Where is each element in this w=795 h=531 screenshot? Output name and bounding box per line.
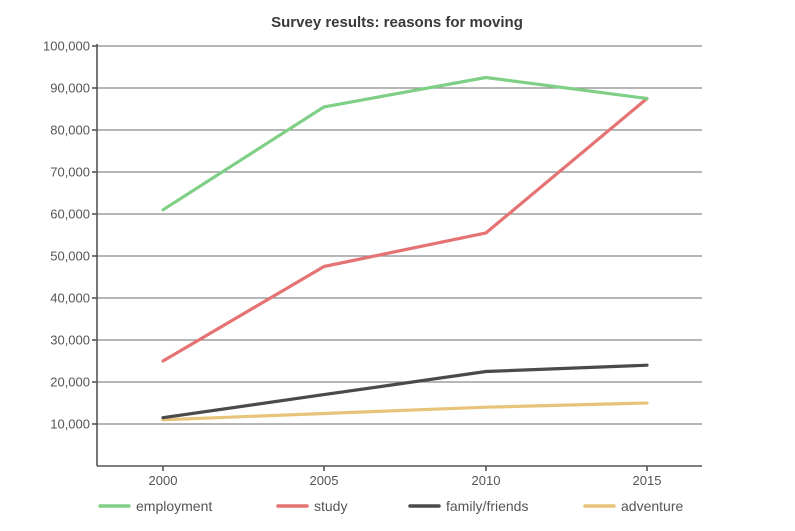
series-line-adventure: [161, 401, 649, 422]
series-line-study: [161, 96, 649, 363]
x-tick-label: 2010: [472, 473, 501, 488]
chart-title: Survey results: reasons for moving: [271, 14, 523, 31]
series-line-employment: [161, 75, 649, 212]
series-line-family-friends: [161, 363, 649, 420]
x-tick-label: 2000: [149, 473, 178, 488]
legend-label-adventure: adventure: [621, 498, 683, 514]
series-lines: [161, 75, 649, 422]
y-tick-label: 20,000: [50, 375, 90, 390]
legend: employment study family/friends adventure: [98, 498, 683, 514]
y-tick-label: 60,000: [50, 207, 90, 222]
x-axis-ticks: 2000 2005 2010 2015: [149, 466, 662, 488]
y-tick-label: 90,000: [50, 81, 90, 96]
x-tick-label: 2015: [633, 473, 662, 488]
y-tick-label: 80,000: [50, 123, 90, 138]
y-tick-label: 30,000: [50, 333, 90, 348]
legend-label-employment: employment: [136, 498, 212, 514]
y-tick-label: 40,000: [50, 291, 90, 306]
x-tick-label: 2005: [310, 473, 339, 488]
y-tick-label: 50,000: [50, 249, 90, 264]
legend-label-study: study: [314, 498, 347, 514]
y-tick-label: 100,000: [43, 39, 90, 54]
y-tick-label: 10,000: [50, 417, 90, 432]
y-axis-ticks: 10,000 20,000 30,000 40,000 50,000 60,000 70,0…: [43, 39, 97, 432]
legend-label-family-friends: family/friends: [446, 498, 528, 514]
y-tick-label: 70,000: [50, 165, 90, 180]
